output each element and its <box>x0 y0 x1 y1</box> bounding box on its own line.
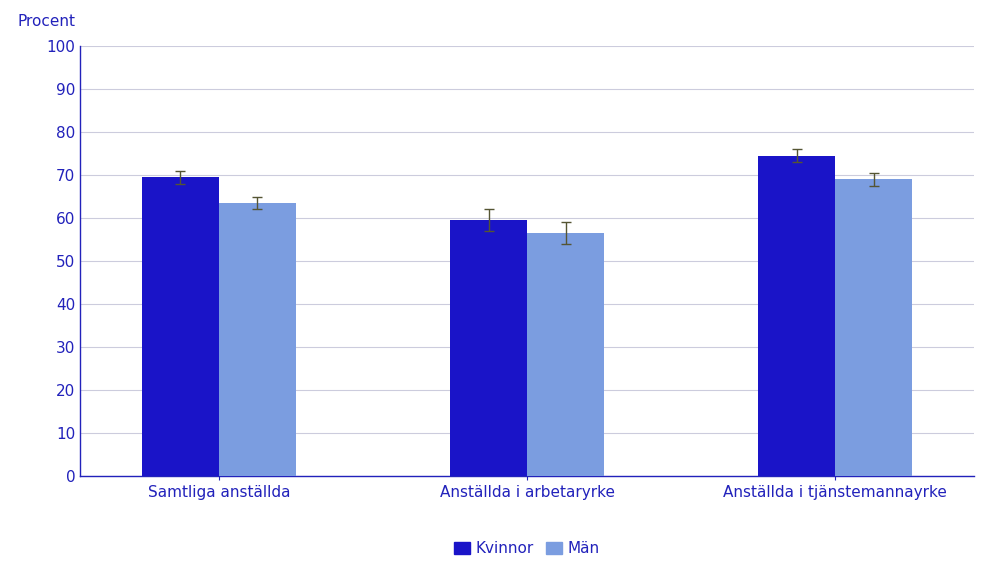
Legend: Kvinnor, Män: Kvinnor, Män <box>448 535 605 563</box>
Bar <box>757 156 834 476</box>
Bar <box>527 233 604 476</box>
Text: Procent: Procent <box>18 14 75 29</box>
Bar <box>219 203 296 476</box>
Bar <box>141 177 219 476</box>
Bar <box>834 179 912 476</box>
Bar <box>449 220 527 476</box>
